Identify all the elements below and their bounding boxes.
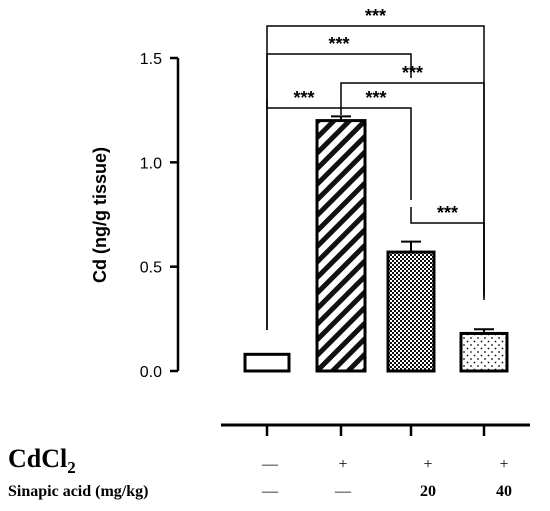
cdcl2-row-label: CdCl2	[8, 444, 76, 477]
bar	[315, 119, 367, 373]
significance-bracket	[266, 25, 485, 330]
y-tick-label: 0.5	[140, 260, 162, 277]
bar	[386, 250, 436, 373]
significance-label: ***	[402, 63, 423, 83]
sinapic-acid-value: 20	[420, 483, 436, 500]
cdcl2-value: +	[338, 456, 347, 473]
significance-bracket	[340, 105, 412, 200]
cdcl2-value: +	[423, 456, 432, 473]
x-ticks	[265, 425, 486, 436]
y-tick-label: 1.5	[140, 51, 162, 68]
condition-values: — + + + — — 20 40	[261, 456, 512, 500]
sinapic-acid-row-label: Sinapic acid (mg/kg)	[8, 483, 148, 500]
cdcl2-value: +	[499, 456, 508, 473]
significance-label: ***	[437, 203, 458, 223]
significance-label: ***	[365, 6, 386, 26]
y-tick-label: 1.0	[140, 155, 162, 172]
significance-label: ***	[328, 34, 349, 54]
cdcl2-value: —	[261, 456, 279, 473]
bar	[243, 352, 291, 373]
significance-brackets: *** *** *** *** *** ***	[266, 6, 485, 330]
bars	[243, 115, 509, 373]
y-axis-label: Cd (ng/g tissue)	[90, 147, 110, 283]
bar	[459, 331, 509, 373]
significance-label: ***	[365, 88, 386, 108]
significance-label: ***	[293, 88, 314, 108]
sinapic-acid-value: —	[334, 483, 352, 500]
y-ticks: 0.0 0.5 1.0 1.5	[140, 51, 178, 381]
sinapic-acid-value: 40	[496, 483, 512, 500]
y-tick-label: 0.0	[140, 364, 162, 381]
sinapic-acid-value: —	[261, 483, 279, 500]
